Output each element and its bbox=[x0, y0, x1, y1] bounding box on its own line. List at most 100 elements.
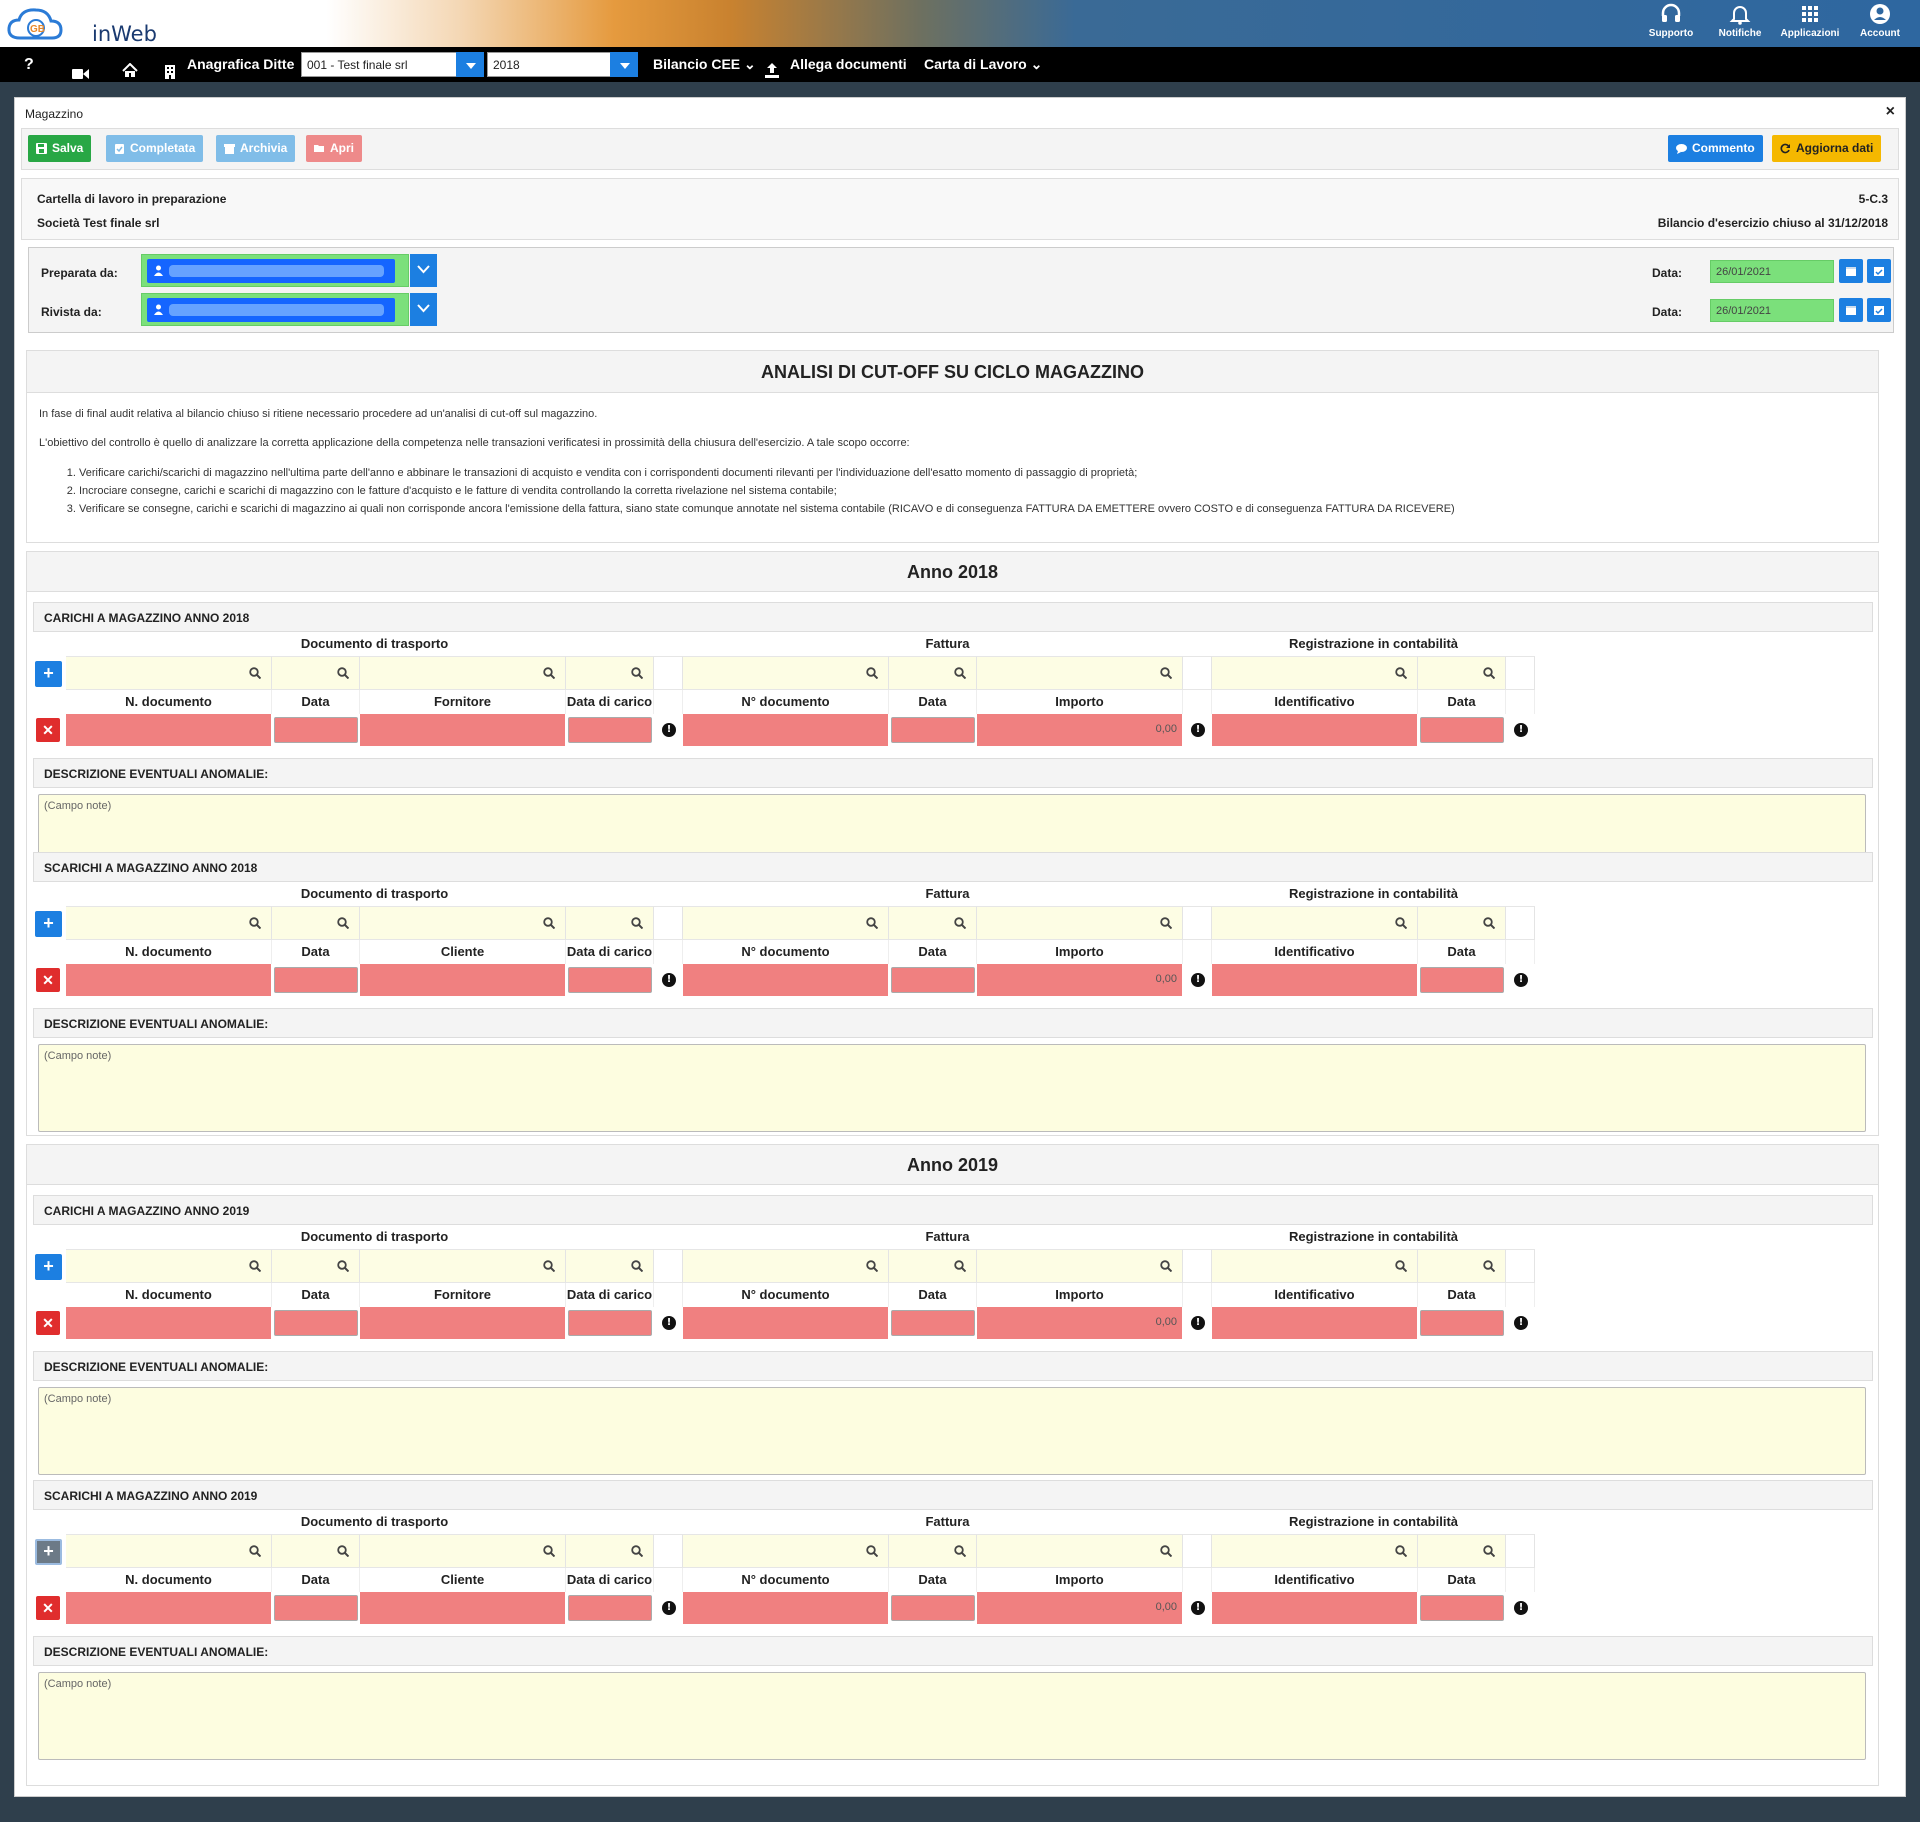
text-cell-input[interactable] bbox=[1212, 964, 1418, 996]
filter-input[interactable] bbox=[977, 656, 1183, 690]
search-icon[interactable] bbox=[249, 917, 261, 929]
delete-row-button[interactable]: ✕ bbox=[36, 718, 60, 742]
date-cell-input[interactable] bbox=[568, 1595, 652, 1621]
amount-cell[interactable]: 0,00 bbox=[977, 1307, 1183, 1339]
date-cell-input[interactable] bbox=[274, 1310, 358, 1336]
filter-input[interactable] bbox=[66, 1249, 272, 1283]
info-icon[interactable]: ! bbox=[1191, 723, 1205, 737]
gb-logo[interactable]: GB bbox=[6, 4, 136, 44]
amount-cell[interactable]: 0,00 bbox=[977, 714, 1183, 746]
chevron-down-icon[interactable] bbox=[410, 293, 437, 326]
search-icon[interactable] bbox=[866, 667, 878, 679]
prepared-date-input[interactable]: 26/01/2021 bbox=[1710, 260, 1834, 283]
applications-nav[interactable]: Applicazioni bbox=[1777, 2, 1843, 39]
notes-textarea[interactable]: (Campo note) bbox=[38, 1672, 1866, 1760]
add-row-button[interactable]: + bbox=[35, 911, 62, 937]
close-button[interactable]: × bbox=[1885, 103, 1895, 120]
filter-input[interactable] bbox=[977, 906, 1183, 940]
calendar-icon[interactable] bbox=[1839, 259, 1863, 283]
filter-input[interactable] bbox=[683, 656, 889, 690]
date-cell-input[interactable] bbox=[891, 967, 975, 993]
filter-input[interactable] bbox=[977, 1534, 1183, 1568]
filter-input[interactable] bbox=[566, 1249, 654, 1283]
info-icon[interactable]: ! bbox=[1191, 973, 1205, 987]
filter-input[interactable] bbox=[889, 906, 977, 940]
support-nav[interactable]: Supporto bbox=[1638, 2, 1704, 39]
search-icon[interactable] bbox=[543, 1545, 555, 1557]
company-dropdown-button[interactable] bbox=[456, 52, 484, 77]
delete-row-button[interactable]: ✕ bbox=[36, 968, 60, 992]
notifications-nav[interactable]: Notifiche bbox=[1707, 2, 1773, 39]
filter-input[interactable] bbox=[360, 1249, 566, 1283]
date-cell-input[interactable] bbox=[274, 967, 358, 993]
date-cell-input[interactable] bbox=[274, 717, 358, 743]
text-cell-input[interactable] bbox=[66, 1592, 272, 1624]
info-icon[interactable]: ! bbox=[1514, 973, 1528, 987]
filter-input[interactable] bbox=[889, 1249, 977, 1283]
search-icon[interactable] bbox=[1160, 667, 1172, 679]
search-icon[interactable] bbox=[337, 667, 349, 679]
date-cell-input[interactable] bbox=[1420, 1595, 1504, 1621]
comment-button[interactable]: Commento bbox=[1668, 135, 1763, 162]
attach-documents-link[interactable]: Allega documenti bbox=[790, 56, 907, 72]
info-icon[interactable]: ! bbox=[1514, 723, 1528, 737]
filter-input[interactable] bbox=[66, 656, 272, 690]
search-icon[interactable] bbox=[1160, 1260, 1172, 1272]
info-icon[interactable]: ! bbox=[662, 973, 676, 987]
notes-textarea[interactable]: (Campo note) bbox=[38, 1387, 1866, 1475]
info-icon[interactable]: ! bbox=[1191, 1601, 1205, 1615]
date-cell-input[interactable] bbox=[1420, 1310, 1504, 1336]
filter-input[interactable] bbox=[66, 1534, 272, 1568]
date-cell-input[interactable] bbox=[891, 1310, 975, 1336]
completed-button[interactable]: Completata bbox=[106, 135, 204, 162]
text-cell-input[interactable] bbox=[66, 964, 272, 996]
date-cell-input[interactable] bbox=[274, 1595, 358, 1621]
filter-input[interactable] bbox=[360, 906, 566, 940]
year-dropdown-button[interactable] bbox=[610, 52, 638, 77]
text-cell-input[interactable] bbox=[360, 964, 566, 996]
filter-input[interactable] bbox=[272, 906, 360, 940]
filter-input[interactable] bbox=[566, 1534, 654, 1568]
date-cell-input[interactable] bbox=[568, 717, 652, 743]
search-icon[interactable] bbox=[249, 1545, 261, 1557]
info-icon[interactable]: ! bbox=[1514, 1316, 1528, 1330]
date-cell-input[interactable] bbox=[1420, 717, 1504, 743]
delete-row-button[interactable]: ✕ bbox=[36, 1596, 60, 1620]
company-select[interactable]: 001 - Test finale srl bbox=[301, 52, 457, 77]
text-cell-input[interactable] bbox=[360, 714, 566, 746]
info-icon[interactable]: ! bbox=[1514, 1601, 1528, 1615]
filter-input[interactable] bbox=[1212, 656, 1418, 690]
calendar-icon[interactable] bbox=[1839, 298, 1863, 322]
search-icon[interactable] bbox=[1483, 667, 1495, 679]
filter-input[interactable] bbox=[977, 1249, 1183, 1283]
amount-cell[interactable]: 0,00 bbox=[977, 964, 1183, 996]
search-icon[interactable] bbox=[866, 1260, 878, 1272]
search-icon[interactable] bbox=[249, 667, 261, 679]
text-cell-input[interactable] bbox=[1212, 1307, 1418, 1339]
filter-input[interactable] bbox=[272, 656, 360, 690]
date-cell-input[interactable] bbox=[891, 717, 975, 743]
filter-input[interactable] bbox=[1212, 1249, 1418, 1283]
help-button[interactable]: ? bbox=[24, 56, 34, 73]
reviewed-by-select[interactable] bbox=[141, 293, 437, 326]
search-icon[interactable] bbox=[337, 917, 349, 929]
text-cell-input[interactable] bbox=[1212, 714, 1418, 746]
filter-input[interactable] bbox=[683, 1249, 889, 1283]
search-icon[interactable] bbox=[631, 1260, 643, 1272]
search-icon[interactable] bbox=[954, 1545, 966, 1557]
search-icon[interactable] bbox=[631, 1545, 643, 1557]
search-icon[interactable] bbox=[954, 1260, 966, 1272]
search-icon[interactable] bbox=[249, 1260, 261, 1272]
text-cell-input[interactable] bbox=[360, 1592, 566, 1624]
filter-input[interactable] bbox=[272, 1249, 360, 1283]
date-cell-input[interactable] bbox=[568, 1310, 652, 1336]
filter-input[interactable] bbox=[272, 1534, 360, 1568]
filter-input[interactable] bbox=[1418, 656, 1506, 690]
delete-row-button[interactable]: ✕ bbox=[36, 1311, 60, 1335]
text-cell-input[interactable] bbox=[66, 714, 272, 746]
text-cell-input[interactable] bbox=[360, 1307, 566, 1339]
prepared-by-select[interactable] bbox=[141, 254, 437, 287]
search-icon[interactable] bbox=[954, 667, 966, 679]
account-nav[interactable]: Account bbox=[1847, 2, 1913, 39]
search-icon[interactable] bbox=[1160, 917, 1172, 929]
